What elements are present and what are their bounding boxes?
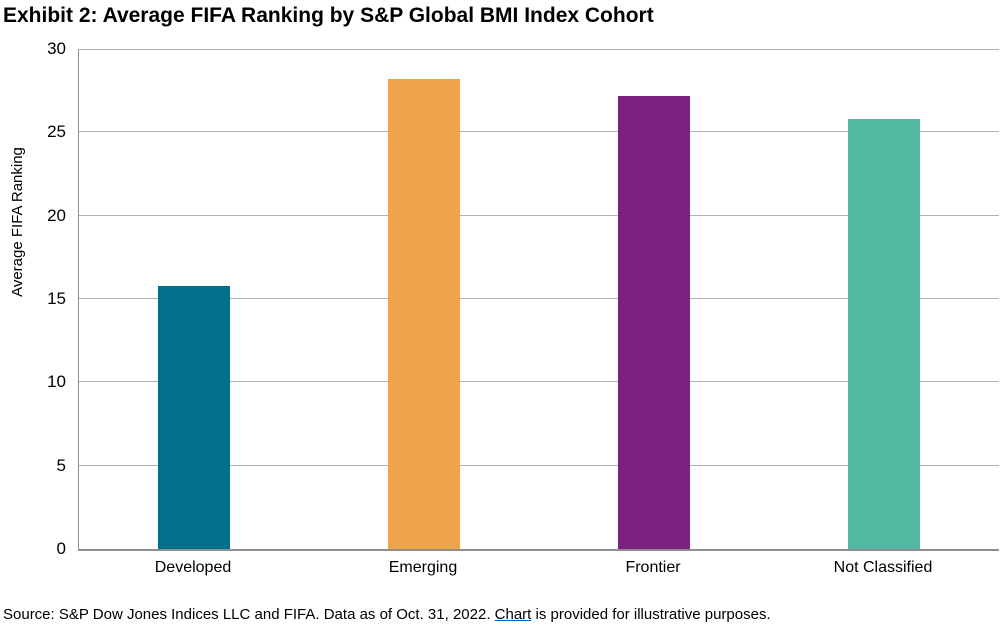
- y-tick-label: 15: [47, 289, 66, 308]
- gridline: [79, 49, 999, 50]
- gridline: [79, 131, 999, 133]
- gridline: [79, 298, 999, 299]
- source-note-prefix: Source: S&P Dow Jones Indices LLC and FI…: [3, 606, 495, 623]
- bar-developed: [158, 285, 230, 549]
- y-tick-label: 5: [56, 455, 66, 475]
- source-note: Source: S&P Dow Jones Indices LLC and FI…: [3, 606, 771, 623]
- bar-emerging: [388, 79, 460, 549]
- x-tick-label: Not Classified: [833, 559, 933, 576]
- bar-frontier: [618, 95, 690, 549]
- source-note-suffix: is provided for illustrative purposes.: [531, 606, 771, 623]
- chart-link[interactable]: Chart: [494, 606, 532, 623]
- x-tick-label: Frontier: [625, 559, 681, 576]
- plot-area: [78, 49, 999, 551]
- y-tick-label: 20: [47, 205, 66, 225]
- gridline: [79, 214, 999, 216]
- y-tick-label: 25: [47, 122, 66, 142]
- y-tick-label: 30: [47, 39, 66, 58]
- x-tick-label: Emerging: [388, 559, 458, 576]
- bar-not-classified: [848, 119, 920, 549]
- gridline: [79, 464, 999, 466]
- gridline: [79, 381, 999, 383]
- y-tick-label: 10: [47, 372, 66, 392]
- x-tick-label: Developed: [154, 559, 232, 576]
- y-tick-label: 0: [56, 539, 66, 558]
- chart-title: Exhibit 2: Average FIFA Ranking by S&P G…: [3, 4, 654, 27]
